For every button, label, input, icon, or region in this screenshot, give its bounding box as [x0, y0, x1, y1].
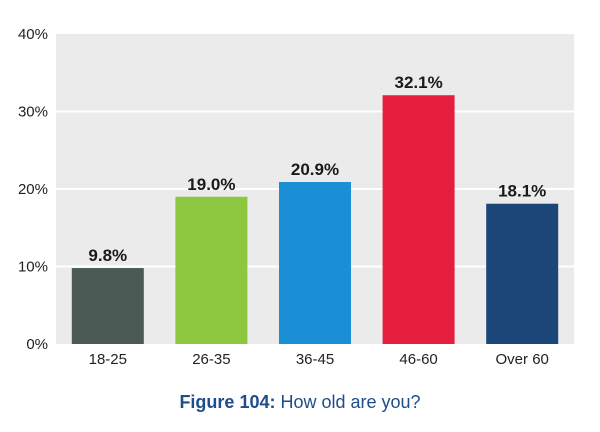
- bars: [71, 95, 559, 344]
- bar-26-35: [175, 196, 248, 344]
- bar-over-60: [486, 203, 559, 344]
- caption-figure-number: Figure 104:: [179, 392, 276, 412]
- x-tick-label: 26-35: [192, 351, 230, 368]
- x-tick-label: Over 60: [496, 351, 549, 368]
- x-tick-label: 46-60: [399, 351, 437, 368]
- data-label: 9.8%: [88, 246, 127, 265]
- data-label: 18.1%: [498, 182, 546, 201]
- x-axis-tick-labels: 18-25 26-35 36-45 46-60 Over 60: [89, 351, 549, 368]
- y-tick-label: 30%: [18, 104, 48, 121]
- caption-text: How old are you?: [275, 392, 421, 412]
- data-label: 32.1%: [394, 73, 442, 92]
- figure-caption: Figure 104: How old are you?: [0, 392, 600, 413]
- bar-18-25: [71, 268, 144, 344]
- data-label: 20.9%: [291, 160, 339, 179]
- y-tick-label: 20%: [18, 181, 48, 198]
- data-labels: 9.8% 19.0% 20.9% 32.1% 18.1%: [88, 73, 546, 265]
- y-tick-label: 10%: [18, 259, 48, 276]
- x-tick-label: 18-25: [89, 351, 127, 368]
- y-tick-label: 40%: [18, 26, 48, 43]
- data-label: 19.0%: [187, 175, 235, 194]
- x-tick-label: 36-45: [296, 351, 334, 368]
- bar-46-60: [382, 95, 455, 344]
- bar-chart: 0% 10% 20% 30% 40% 18-25 26-35 36-45 46-60 Over …: [18, 26, 574, 368]
- bar-36-45: [279, 182, 351, 344]
- y-tick-label: 0%: [26, 336, 48, 353]
- y-axis-tick-labels: 0% 10% 20% 30% 40%: [18, 26, 48, 353]
